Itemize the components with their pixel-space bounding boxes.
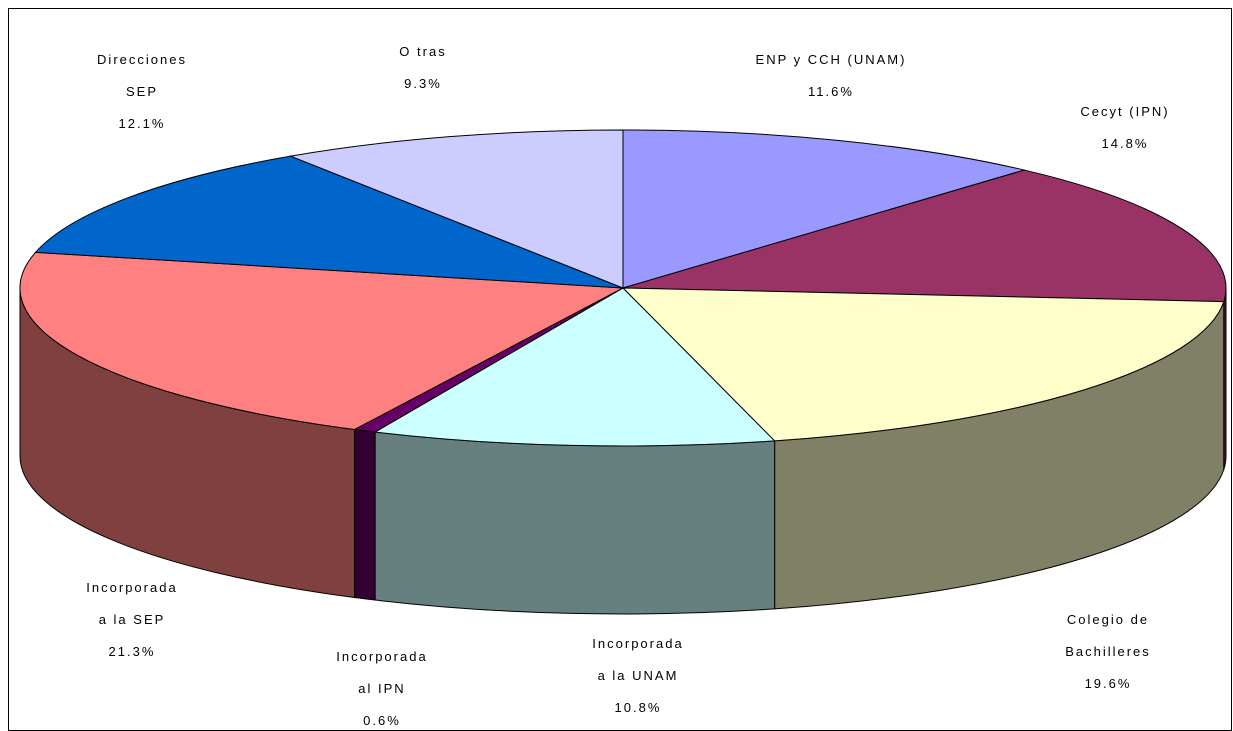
slice	[288, 129, 624, 289]
value-label: 19.6%	[1084, 676, 1132, 691]
category-label: Cecyt (IPN)	[1080, 104, 1170, 119]
slice-side	[374, 431, 776, 615]
category-label: Incorporada al IPN	[336, 649, 428, 696]
value-label: 21.3%	[108, 644, 156, 659]
slice	[622, 169, 1227, 303]
value-label: 14.8%	[1101, 136, 1149, 151]
value-label: 10.8%	[614, 700, 662, 715]
value-label: 12.1%	[118, 116, 166, 131]
slice-side	[354, 428, 376, 601]
category-label: Incorporada a la SEP	[86, 580, 178, 627]
category-label: Direcciones SEP	[97, 52, 187, 99]
slice	[621, 287, 1225, 442]
slices	[19, 129, 1227, 447]
value-label: 0.6%	[363, 713, 401, 728]
slice-label: Incorporada a la SEP 21.3%	[86, 572, 177, 668]
slice	[622, 129, 1027, 289]
slice-label: Colegio de Bachilleres 19.6%	[1046, 604, 1171, 700]
slice-label: O tras 9.3%	[399, 36, 446, 100]
slice-label: Incorporada al IPN 0.6%	[336, 641, 427, 731]
category-label: O tras	[399, 44, 447, 59]
category-label: Incorporada a la UNAM	[592, 636, 684, 683]
slice	[34, 155, 624, 289]
slice-label: Direcciones SEP 12.1%	[97, 44, 187, 140]
slice-label: Incorporada a la UNAM 10.8%	[592, 628, 683, 724]
slice-label: Cecyt (IPN) 14.8%	[1080, 96, 1169, 160]
slice	[19, 251, 625, 430]
slice-label: ENP y CCH (UNAM) 11.6%	[756, 44, 907, 108]
value-label: 9.3%	[404, 76, 442, 91]
slice	[373, 287, 776, 447]
category-label: Colegio de Bachilleres	[1065, 612, 1151, 659]
value-label: 11.6%	[808, 84, 854, 99]
category-label: ENP y CCH (UNAM)	[755, 52, 907, 67]
